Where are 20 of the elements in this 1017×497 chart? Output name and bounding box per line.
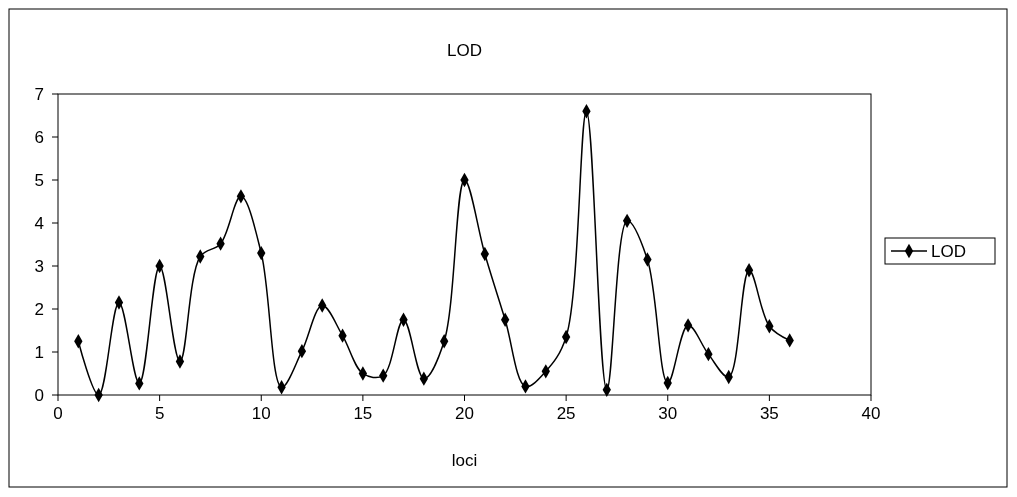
x-tick-label: 5	[154, 404, 165, 423]
x-tick-label: 20	[455, 404, 474, 423]
y-tick-label: 2	[34, 300, 44, 319]
y-tick-label: 6	[34, 128, 44, 147]
y-tick-label: 1	[34, 343, 44, 362]
x-tick-label: 25	[556, 404, 576, 423]
y-tick-label: 5	[34, 171, 44, 190]
x-tick-label: 10	[251, 404, 271, 423]
x-tick-label: 30	[658, 404, 678, 423]
y-tick-label: 4	[34, 214, 44, 233]
y-tick-label: 0	[34, 386, 44, 405]
x-tick-label: 0	[53, 404, 63, 423]
x-tick-label: 40	[861, 404, 881, 423]
x-tick-label: 35	[759, 404, 779, 423]
chart-title: LOD	[447, 41, 482, 60]
y-tick-label: 3	[34, 257, 44, 276]
x-tick-label: 15	[353, 404, 373, 423]
x-axis-title: loci	[451, 451, 478, 470]
legend-label: LOD	[931, 242, 966, 261]
y-tick-label: 7	[34, 85, 44, 104]
